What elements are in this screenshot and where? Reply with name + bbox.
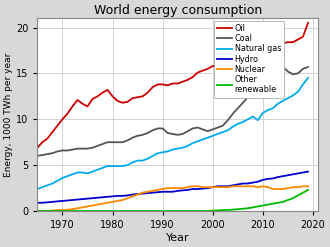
Legend: Oil, Coal, Natural gas, Hydro, Nuclear, Other
renewable: Oil, Coal, Natural gas, Hydro, Nuclear, … <box>214 21 284 98</box>
Title: World energy consumption: World energy consumption <box>94 4 262 17</box>
Y-axis label: Energy, 1000 TWh per year: Energy, 1000 TWh per year <box>4 53 13 177</box>
X-axis label: Year: Year <box>166 233 189 243</box>
